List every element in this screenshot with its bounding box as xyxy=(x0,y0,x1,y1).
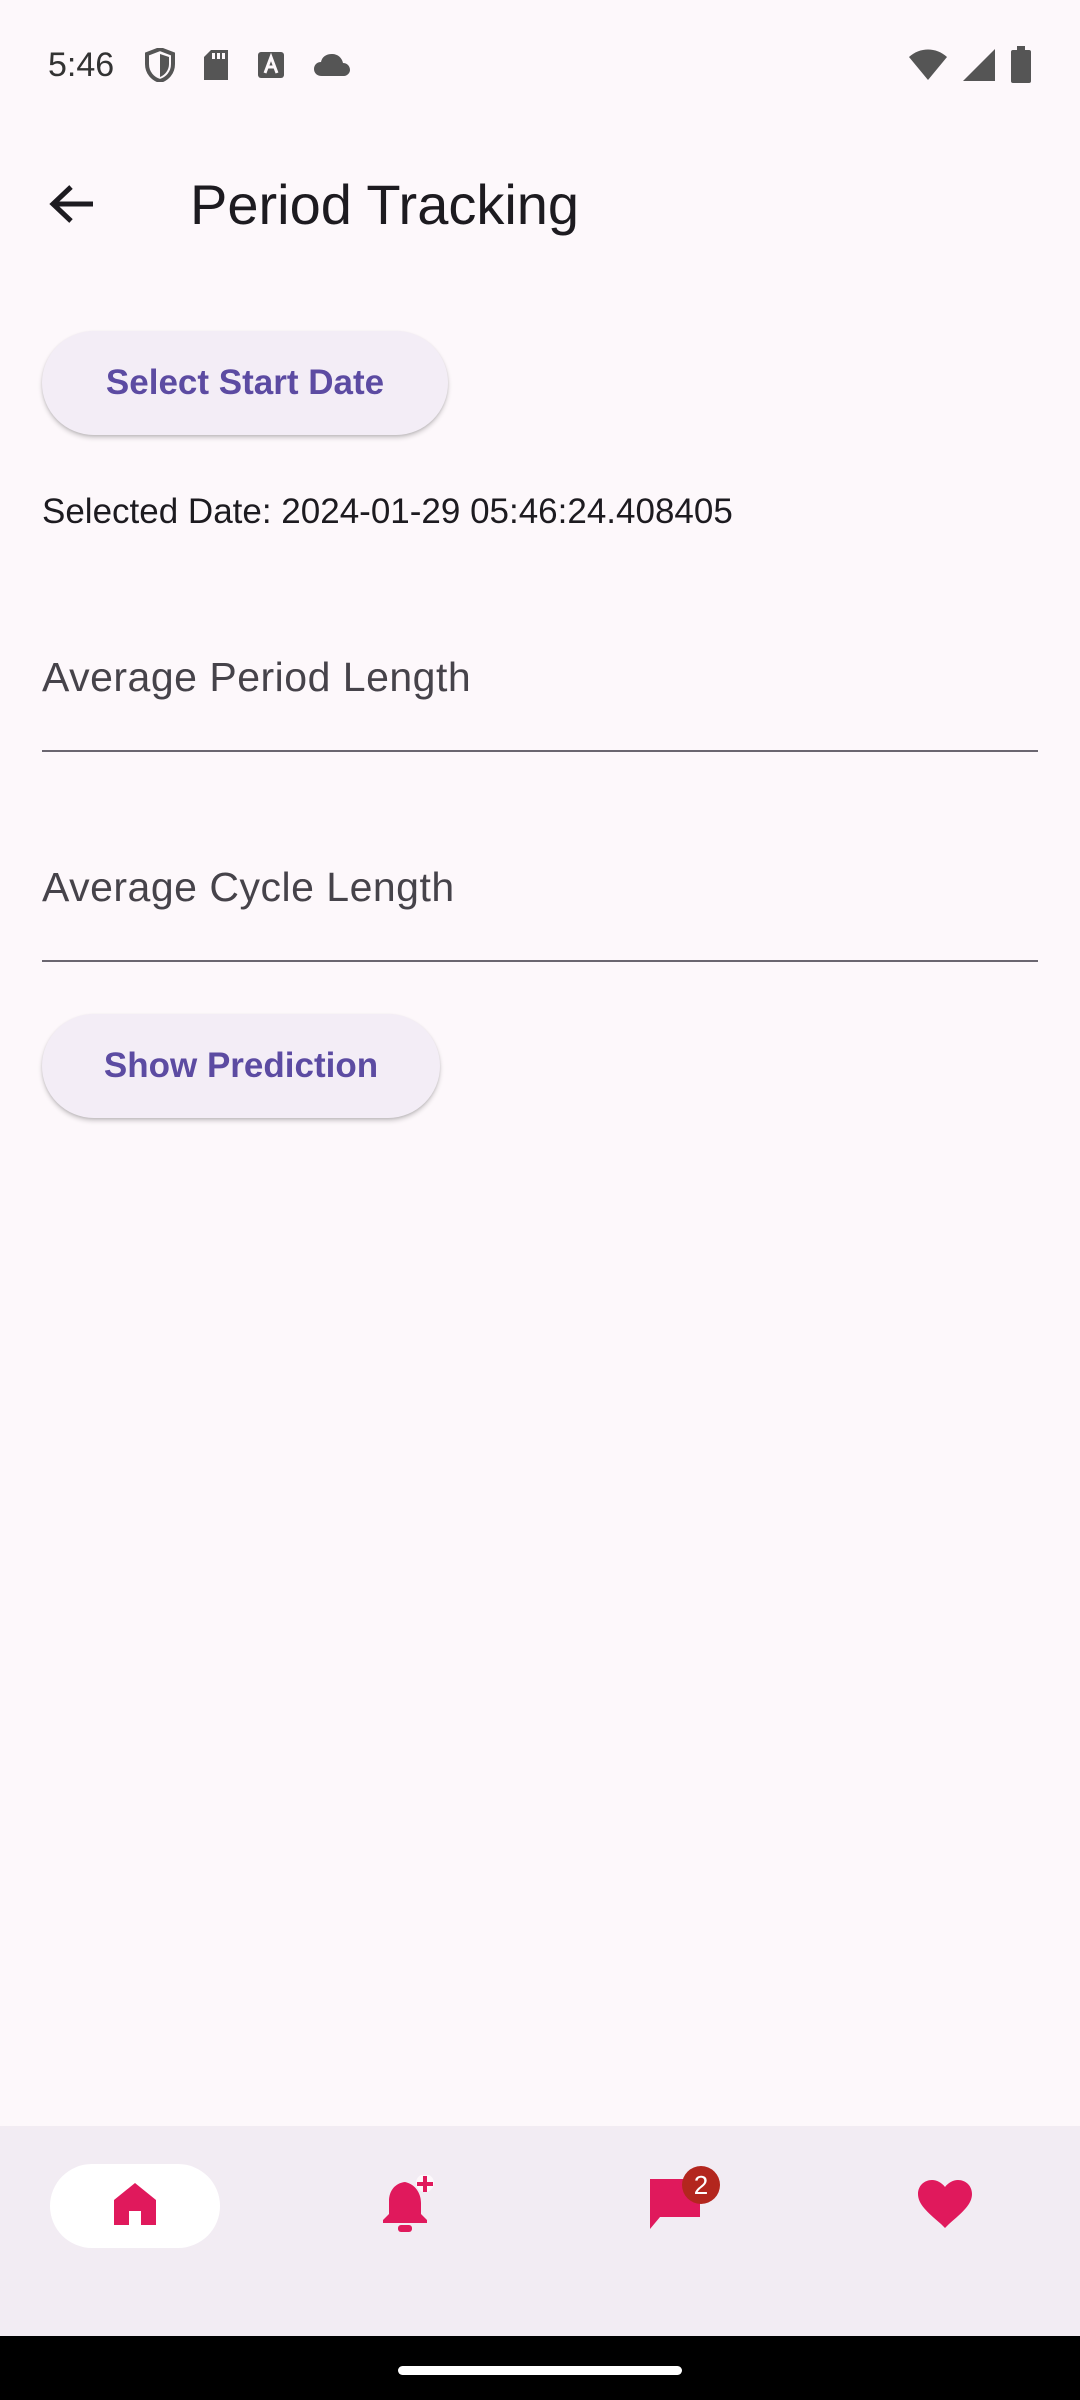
battery-icon xyxy=(1010,46,1032,89)
bottom-navigation-bar: 2 xyxy=(0,2126,1080,2336)
status-icons-right xyxy=(908,46,1032,89)
chat-badge: 2 xyxy=(682,2166,720,2204)
sd-card-icon xyxy=(203,49,229,86)
page-title: Period Tracking xyxy=(190,173,580,236)
back-button[interactable] xyxy=(36,170,108,242)
shield-icon xyxy=(145,46,175,87)
heart-icon xyxy=(917,2179,973,2234)
status-time: 5:46 xyxy=(48,46,115,84)
average-period-length-label: Average Period Length xyxy=(42,654,472,700)
notification-add-icon xyxy=(380,2173,436,2238)
home-icon xyxy=(112,2181,158,2232)
app-bar: Period Tracking xyxy=(0,140,1080,270)
show-prediction-button[interactable]: Show Prediction xyxy=(42,1014,440,1118)
average-cycle-length-label: Average Cycle Length xyxy=(42,864,455,910)
nav-home[interactable] xyxy=(50,2164,220,2248)
system-navigation-bar xyxy=(0,2336,1080,2400)
nav-heart[interactable] xyxy=(860,2164,1030,2248)
cloud-icon xyxy=(313,53,351,82)
average-period-length-field[interactable]: Average Period Length xyxy=(42,632,1038,752)
arrow-back-icon xyxy=(49,184,95,229)
status-icons-left xyxy=(145,46,351,87)
text-a-icon xyxy=(257,51,285,84)
signal-icon xyxy=(962,48,996,87)
nav-chat[interactable]: 2 xyxy=(590,2164,760,2248)
select-start-date-button[interactable]: Select Start Date xyxy=(42,331,448,435)
wifi-icon xyxy=(908,49,948,86)
gesture-home-handle[interactable] xyxy=(398,2366,682,2375)
status-bar: 5:46 xyxy=(0,0,1080,130)
average-cycle-length-field[interactable]: Average Cycle Length xyxy=(42,842,1038,962)
nav-notification-add[interactable] xyxy=(323,2164,493,2248)
selected-date-text: Selected Date: 2024-01-29 05:46:24.40840… xyxy=(42,492,733,531)
